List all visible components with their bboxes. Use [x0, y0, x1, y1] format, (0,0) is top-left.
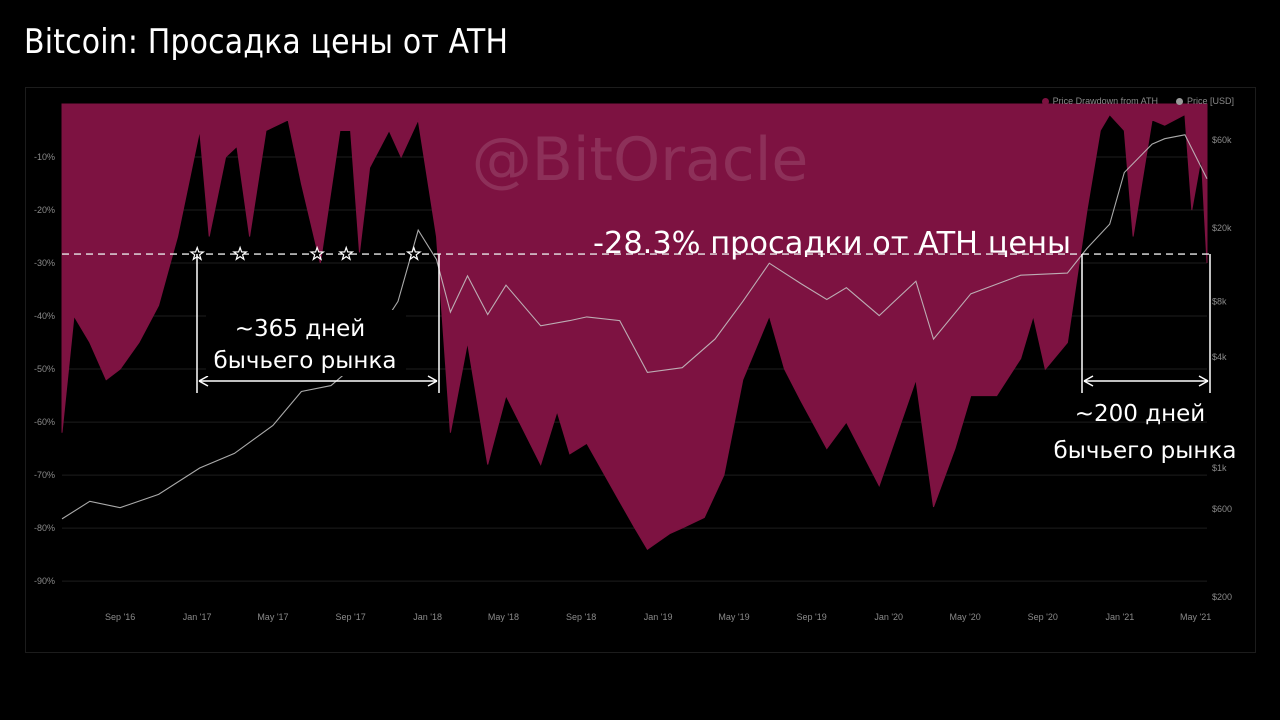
bull-2017-label-line2: бычьего рынка [214, 348, 397, 374]
legend-item-drawdown[interactable]: Price Drawdown from ATH [1041, 96, 1158, 106]
bull-2021-label-line1: ~200 дней [1075, 401, 1206, 427]
page-title: Bitcoin: Просадка цены от ATH [24, 22, 509, 62]
bracket-arrowhead-left [1083, 375, 1094, 387]
legend-swatch-price [1175, 97, 1183, 105]
star-marker [232, 245, 249, 261]
y-left-tick-label: -40% [34, 311, 55, 321]
watermark: @BitOracle [472, 125, 809, 195]
x-tick-label: Sep '17 [335, 612, 365, 622]
legend-swatch-drawdown [1041, 97, 1049, 105]
label-backdrop [206, 310, 406, 376]
x-tick-label: Jan '17 [183, 612, 212, 622]
star-marker [338, 245, 355, 261]
y-left-tick-label: -10% [34, 152, 55, 162]
x-tick-label: Jan '18 [413, 612, 442, 622]
star-marker [405, 245, 422, 261]
legend-item-price[interactable]: Price [USD] [1175, 96, 1234, 106]
y-right-tick-label: $20k [1212, 223, 1232, 233]
bracket-arrowhead-right [427, 375, 438, 387]
y-left-tick-label: -60% [34, 417, 55, 427]
x-tick-label: May '21 [1180, 612, 1211, 622]
y-right-tick-label: $60k [1212, 135, 1232, 145]
x-tick-label: Sep '20 [1028, 612, 1058, 622]
y-right-tick-label: $200 [1212, 592, 1232, 602]
star-marker [309, 245, 326, 261]
y-right-tick-label: $600 [1212, 504, 1232, 514]
y-right-tick-label: $1k [1212, 463, 1227, 473]
x-tick-label: Jan '21 [1105, 612, 1134, 622]
y-right-tick-label: $4k [1212, 352, 1227, 362]
y-left-tick-label: -90% [34, 576, 55, 586]
y-left-tick-label: -30% [34, 258, 55, 268]
bull-2021-label-line2: бычьего рынка [1054, 438, 1237, 464]
x-tick-label: Jan '20 [874, 612, 903, 622]
price-line [61, 134, 1208, 520]
chart-legend: Price Drawdown from ATH Price [USD] [1041, 96, 1234, 106]
y-left-tick-label: -20% [34, 205, 55, 215]
x-tick-label: Jan '19 [644, 612, 673, 622]
x-tick-label: May '20 [949, 612, 980, 622]
threshold-label: -28.3% просадки от ATH цены [593, 226, 1071, 261]
x-tick-label: Sep '18 [566, 612, 596, 622]
y-left-tick-label: -80% [34, 523, 55, 533]
bull-2017-label-line1: ~365 дней [235, 316, 366, 342]
bracket-arrowhead-left [198, 375, 209, 387]
x-tick-label: Sep '19 [797, 612, 827, 622]
legend-label-drawdown: Price Drawdown from ATH [1052, 96, 1158, 106]
x-tick-label: Sep '16 [105, 612, 135, 622]
x-tick-label: May '19 [718, 612, 749, 622]
y-left-tick-label: -50% [34, 364, 55, 374]
legend-label-price: Price [USD] [1186, 96, 1234, 106]
x-tick-label: May '18 [488, 612, 519, 622]
bracket-arrowhead-right [1198, 375, 1209, 387]
y-left-tick-label: -70% [34, 470, 55, 480]
drawdown-area [61, 103, 1208, 551]
x-tick-label: May '17 [257, 612, 288, 622]
y-right-tick-label: $8k [1212, 296, 1227, 306]
